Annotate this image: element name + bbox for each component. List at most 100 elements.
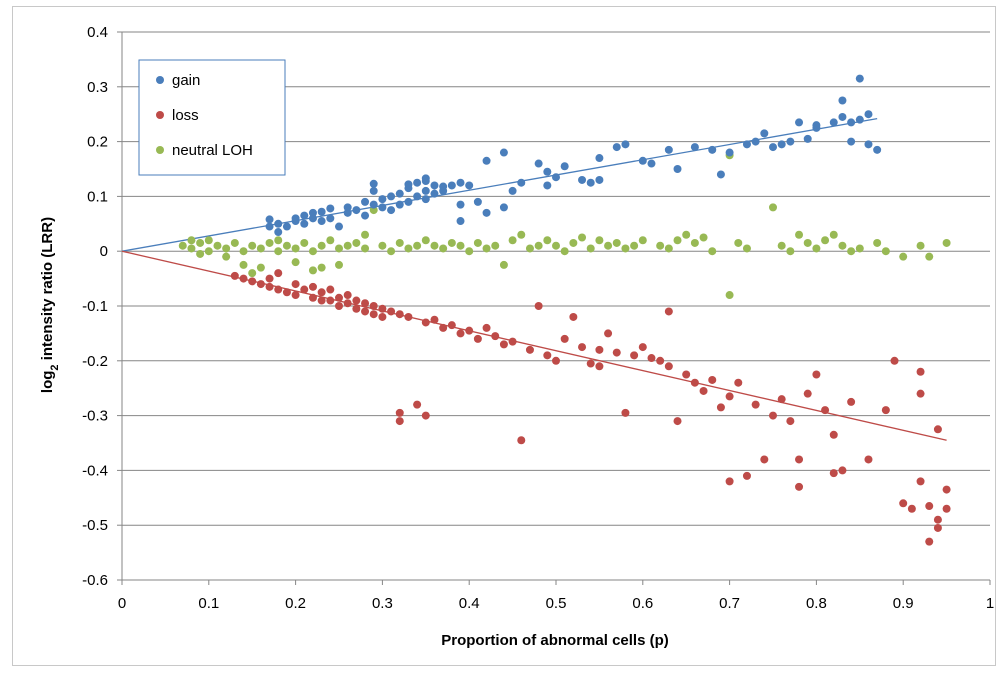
point-gain: [352, 206, 361, 215]
point-gain: [595, 154, 604, 163]
y-axis-title-main: log: [39, 371, 56, 394]
point-gain: [369, 179, 378, 188]
point-neutral-loh: [638, 236, 647, 245]
point-gain: [456, 200, 465, 209]
point-gain: [742, 140, 751, 149]
point-gain: [274, 228, 283, 237]
point-loss: [552, 356, 560, 365]
point-loss: [812, 370, 821, 379]
point-neutral-loh: [795, 230, 804, 239]
point-gain: [300, 219, 309, 228]
point-neutral-loh: [326, 236, 335, 245]
legend-label-neutral-loh: neutral LOH: [172, 142, 253, 159]
point-neutral-loh: [317, 263, 326, 272]
point-loss: [933, 425, 942, 434]
point-neutral-loh: [482, 244, 491, 253]
point-gain: [769, 143, 777, 152]
point-loss: [595, 362, 604, 371]
point-gain: [647, 159, 656, 168]
point-loss: [343, 291, 352, 300]
point-loss: [725, 392, 734, 401]
point-gain: [716, 170, 725, 179]
point-neutral-loh: [803, 238, 812, 247]
point-neutral-loh: [812, 244, 821, 253]
point-neutral-loh: [491, 241, 500, 250]
point-gain: [578, 175, 587, 184]
point-loss: [708, 375, 717, 384]
point-loss: [517, 436, 526, 445]
point-neutral-loh: [734, 238, 743, 247]
point-neutral-loh: [630, 241, 639, 250]
y-axis-title: log2 intensity ratio (LRR): [39, 217, 61, 393]
point-gain: [404, 197, 413, 206]
point-loss: [369, 302, 378, 310]
y-tick-label: -0.6: [82, 572, 108, 589]
point-neutral-loh: [256, 244, 265, 253]
point-loss: [673, 417, 682, 426]
point-neutral-loh: [699, 233, 708, 242]
point-loss: [352, 296, 361, 305]
point-loss: [326, 296, 335, 305]
point-loss: [456, 329, 465, 338]
point-neutral-loh: [725, 291, 734, 300]
point-neutral-loh: [248, 269, 257, 278]
point-neutral-loh: [222, 252, 231, 261]
point-loss: [751, 400, 760, 409]
point-gain: [265, 222, 274, 231]
point-loss: [282, 288, 291, 297]
y-tick-label: 0: [100, 243, 108, 260]
point-neutral-loh: [187, 236, 196, 245]
legend-marker-loss: [156, 111, 164, 119]
point-loss: [899, 499, 908, 508]
point-neutral-loh: [656, 241, 665, 250]
point-loss: [230, 271, 239, 280]
point-gain: [291, 214, 300, 223]
point-neutral-loh: [873, 238, 882, 247]
point-neutral-loh: [291, 244, 300, 253]
point-loss: [248, 277, 257, 286]
point-loss: [821, 406, 830, 415]
x-tick-label: 0.3: [372, 595, 393, 612]
point-gain: [847, 118, 856, 127]
point-neutral-loh: [421, 236, 430, 245]
point-gain: [308, 208, 317, 217]
point-loss: [595, 345, 604, 354]
point-loss: [343, 299, 352, 308]
x-axis-title: Proportion of abnormal cells (p): [441, 632, 669, 649]
point-loss: [525, 345, 534, 354]
point-neutral-loh: [525, 244, 534, 253]
point-loss: [699, 386, 708, 395]
point-loss: [317, 296, 326, 305]
point-loss: [769, 411, 777, 420]
point-loss: [256, 280, 265, 289]
point-loss: [395, 310, 404, 319]
point-loss: [925, 502, 934, 511]
point-loss: [638, 343, 647, 352]
x-tick-label: 0.5: [546, 595, 567, 612]
point-neutral-loh: [404, 244, 413, 253]
point-loss: [369, 310, 378, 319]
point-gain: [421, 174, 430, 183]
point-gain: [760, 129, 769, 138]
point-gain: [308, 214, 317, 223]
point-gain: [369, 186, 378, 195]
point-loss: [447, 321, 456, 330]
point-loss: [274, 285, 283, 294]
point-neutral-loh: [335, 244, 343, 253]
point-loss: [690, 378, 699, 387]
point-loss: [612, 348, 621, 357]
point-neutral-loh: [777, 241, 786, 250]
point-neutral-loh: [413, 241, 422, 250]
legend-label-gain: gain: [172, 72, 200, 89]
point-neutral-loh: [621, 244, 630, 253]
point-loss: [829, 469, 838, 478]
point-gain: [673, 165, 682, 173]
point-loss: [795, 482, 804, 491]
point-neutral-loh: [369, 206, 378, 215]
point-loss: [473, 334, 482, 343]
point-gain: [690, 143, 699, 152]
point-gain: [543, 181, 552, 190]
y-tick-label: 0.3: [87, 79, 108, 96]
point-neutral-loh: [786, 247, 795, 256]
y-tick-label: -0.1: [82, 298, 108, 315]
